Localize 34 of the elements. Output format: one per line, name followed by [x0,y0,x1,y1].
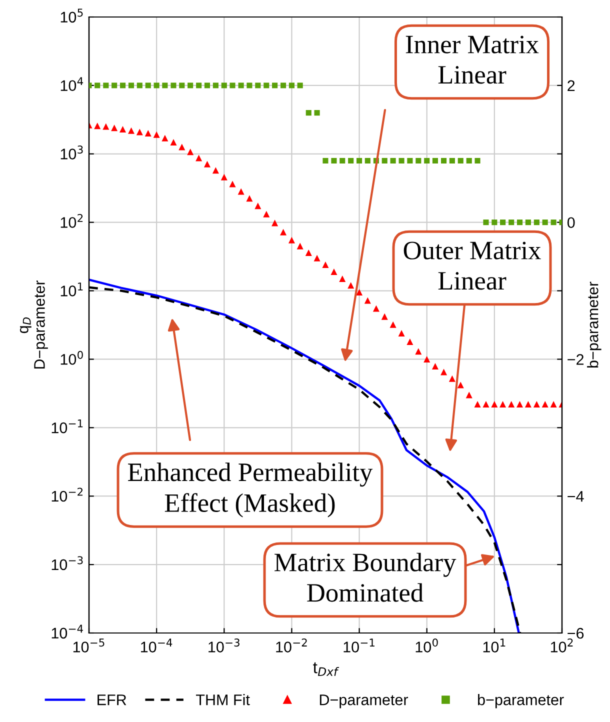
annotation: Inner Matrix Linear [406,36,539,84]
y-tick-label: 10$^{2}$ [60,214,83,228]
x-tick-label: 10$^{2}$ [550,638,573,652]
y-axis-title: q$_{D}$ D−parameter [20,280,48,369]
y2-tick-label: −6 [568,628,584,639]
annotation: Enhanced Permeability Effect (Masked) [128,462,373,518]
y2-tick-label: −2 [568,354,584,365]
annotation: Outer Matrix Linear [404,242,541,290]
x-tick-label: 10$^{−1}$ [344,638,374,652]
y-tick-label: 10$^{3}$ [60,146,83,160]
y-tick-label: 10$^{−1}$ [52,419,83,434]
x-axis-title: t$_{Dxf}$ [313,662,340,676]
y-tick-label: 10$^{1}$ [60,282,83,296]
legend-label: D−parameter [320,694,408,708]
x-tick-label: 10$^{1}$ [483,638,506,652]
x-tick-label: 10$^{−4}$ [141,638,172,652]
y2-tick-label: 0 [567,217,575,228]
legend-label: b−parameter [478,694,564,708]
y-tick-label: 10$^{0}$ [60,350,83,365]
y2-tick-label: −4 [568,491,584,502]
legend-label: EFR [98,694,126,706]
legend-label: THM Fit [196,694,250,706]
x-tick-label: 10$^{−2}$ [276,638,307,652]
x-tick-label: 10$^{−3}$ [208,638,240,652]
y2-tick-label: 2 [568,80,575,91]
annotation: Matrix Boundary Dominated [274,552,456,602]
y-tick-label: 10$^{4}$ [60,77,84,92]
y-tick-label: 10$^{5}$ [60,8,83,23]
y-tick-label: 10$^{−2}$ [52,488,83,502]
y-tick-label: 10$^{−4}$ [52,624,83,639]
x-tick-label: 10$^{0}$ [416,638,438,652]
x-tick-label: 10$^{−5}$ [73,638,104,652]
y-tick-label: 10$^{−3}$ [52,556,83,570]
y2-axis-title: b−parameter [587,282,602,368]
